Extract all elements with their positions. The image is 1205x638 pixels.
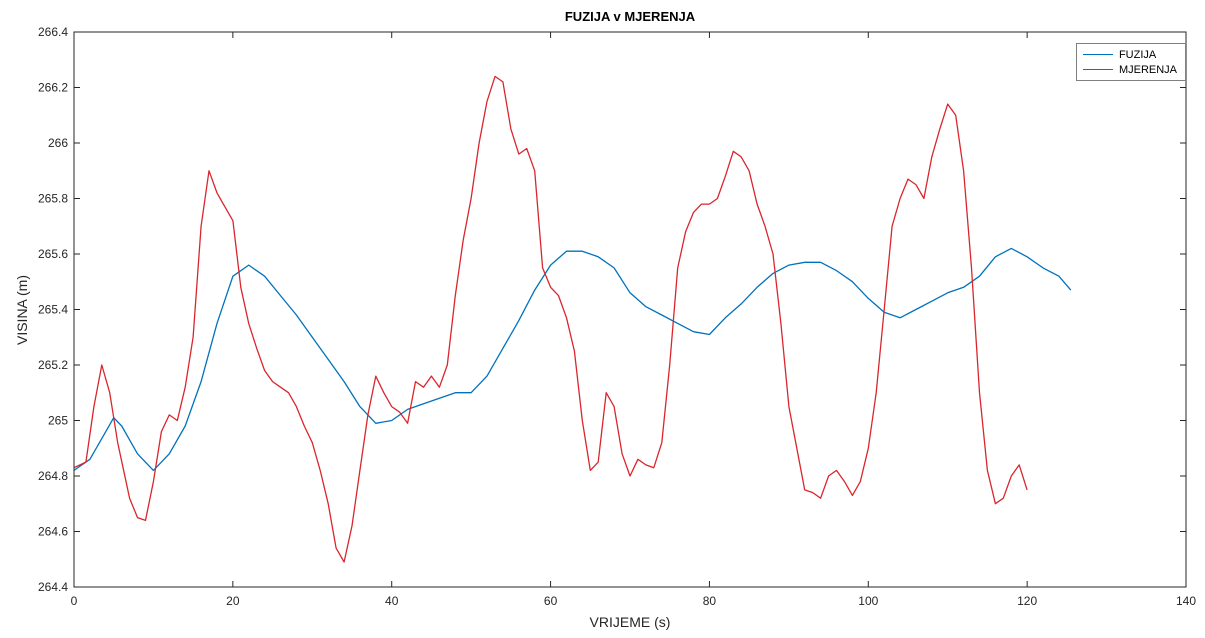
legend: FUZIJA MJERENJA bbox=[1075, 43, 1186, 81]
series-line-fuzija bbox=[73, 247, 1072, 472]
legend-item-fuzija: FUZIJA bbox=[1082, 47, 1177, 62]
y-tick-label: 265.2 bbox=[38, 358, 68, 372]
x-tick-label: 60 bbox=[544, 594, 558, 608]
y-tick-label: 266.4 bbox=[38, 25, 68, 39]
y-tick-label: 264.8 bbox=[38, 469, 68, 483]
legend-swatch-fuzija bbox=[1082, 54, 1113, 55]
x-tick-label: 20 bbox=[226, 594, 240, 608]
y-tick-label: 264.6 bbox=[38, 525, 68, 539]
plot-area bbox=[74, 32, 1186, 587]
y-tick-label: 264.4 bbox=[38, 580, 68, 594]
legend-label-mjerenja: MJERENJA bbox=[1118, 63, 1177, 76]
x-tick-label: 100 bbox=[858, 594, 878, 608]
y-tick-label: 266 bbox=[48, 136, 68, 150]
x-tick-label: 80 bbox=[703, 594, 717, 608]
legend-swatch-mjerenja bbox=[1082, 69, 1113, 70]
y-tick-label: 265.8 bbox=[38, 192, 68, 206]
y-axis-label: VISINA (m) bbox=[14, 274, 30, 346]
series-layer bbox=[73, 75, 1072, 563]
x-tick-label: 40 bbox=[385, 594, 399, 608]
series-line-mjerenja bbox=[73, 75, 1028, 563]
x-tick-label: 140 bbox=[1176, 594, 1196, 608]
y-tick-label: 266.2 bbox=[38, 81, 68, 95]
x-tick-label: 120 bbox=[1017, 594, 1037, 608]
y-tick-label: 265.6 bbox=[38, 247, 68, 261]
y-tick-label: 265.4 bbox=[38, 303, 68, 317]
legend-item-mjerenja: MJERENJA bbox=[1082, 62, 1177, 77]
ticks-layer: 0 20 40 60 80 100 120 140 264.4 264.6 264.8 265 265.… bbox=[38, 25, 1196, 608]
legend-label-fuzija: FUZIJA bbox=[1118, 48, 1157, 61]
chart-title: FUZIJA v MJERENJA bbox=[564, 9, 696, 24]
y-tick-label: 265 bbox=[48, 414, 68, 428]
x-axis-label: VRIJEME (s) bbox=[589, 614, 671, 630]
x-tick-label: 0 bbox=[71, 594, 78, 608]
